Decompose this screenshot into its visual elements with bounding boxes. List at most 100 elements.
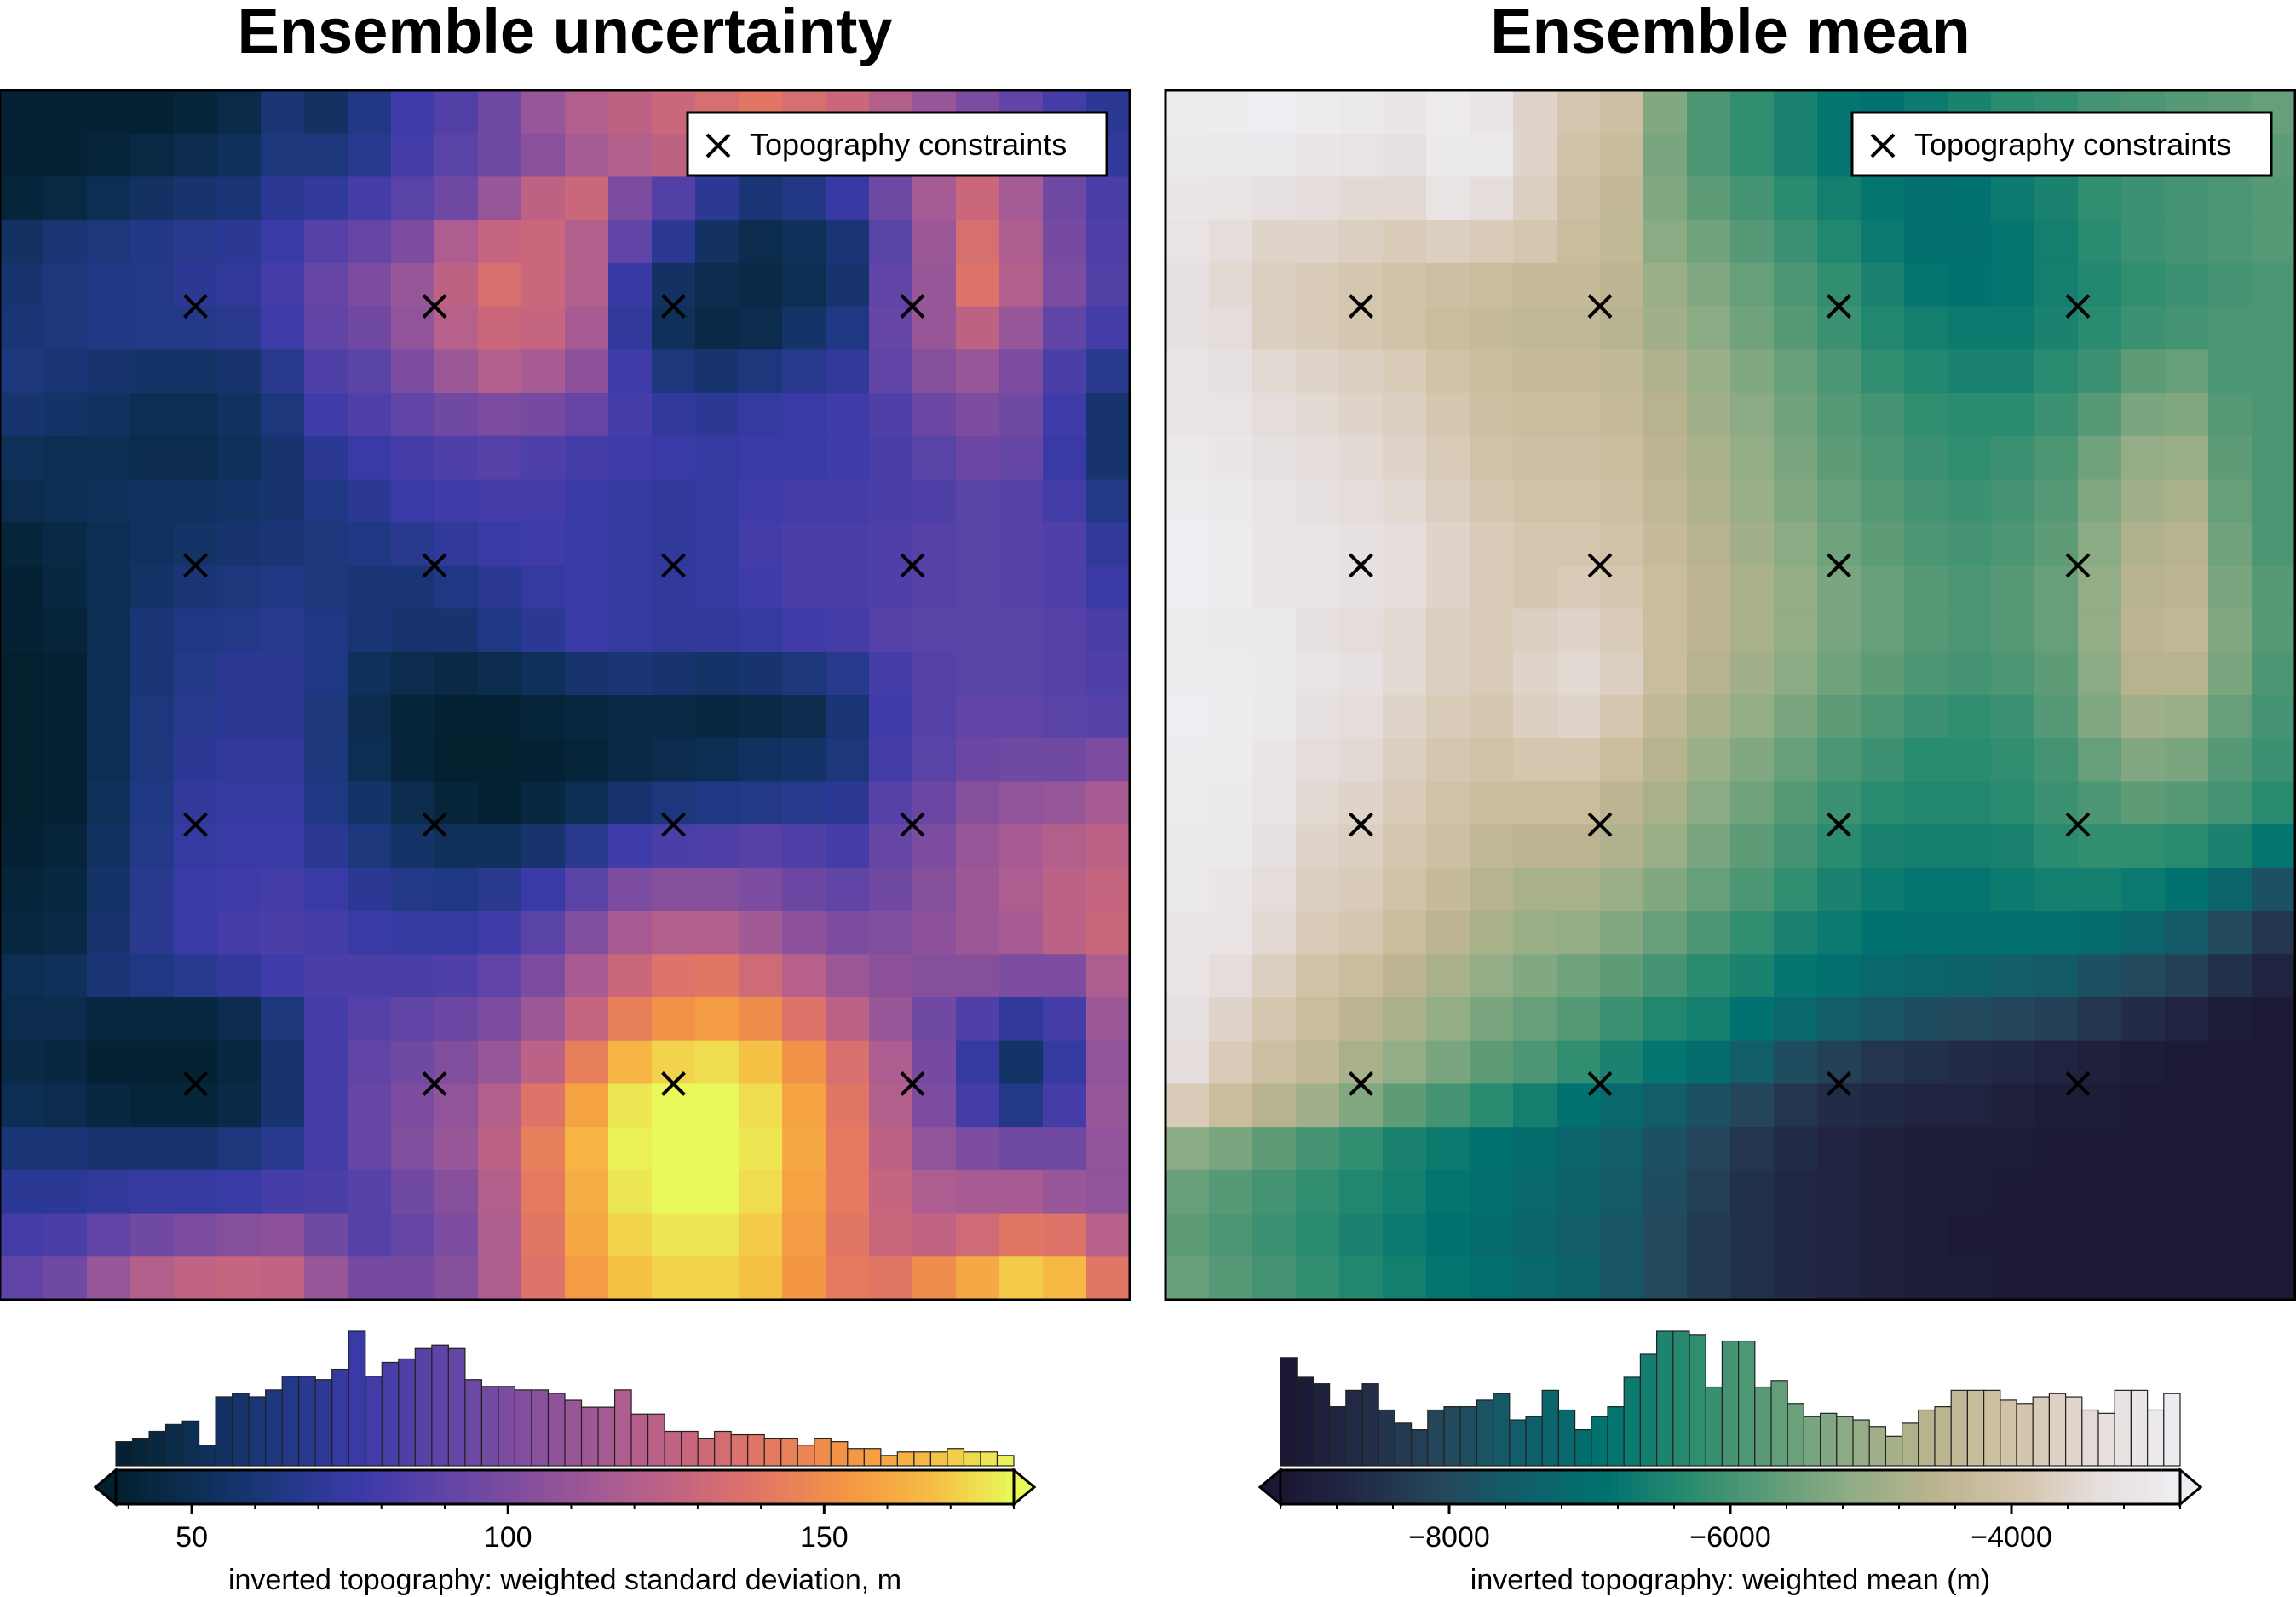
heatmap-cell [652,479,696,523]
heatmap-cell [217,306,262,350]
heatmap-cell [0,349,44,394]
heatmap-cell [1252,435,1297,480]
heatmap-cell [1774,90,1818,135]
heatmap-cell [2208,867,2253,912]
heatmap-cell [43,306,88,350]
colorbar-segment [400,1470,409,1504]
heatmap-cell [782,1040,826,1085]
histogram-bar [1280,1357,1298,1467]
heatmap-cell [1948,349,1992,394]
heatmap-cell [1383,1083,1427,1128]
constraint-x-icon [183,553,208,578]
heatmap-cell [608,393,653,437]
heatmap-cell [261,1083,305,1128]
heatmap-cell [521,479,566,523]
heatmap-cell [1426,1040,1470,1085]
heatmap-cell [2078,695,2122,739]
heatmap-cell [1209,479,1253,523]
colorbar-segment [250,1470,259,1504]
heatmap-cell [1043,738,1087,783]
heatmap-cell [174,695,218,739]
heatmap-cell [1904,824,1948,869]
heatmap-cell [826,781,870,825]
heatmap-cell [608,954,653,998]
heatmap-cell [1470,90,1514,135]
colorbar-segment [744,1470,753,1504]
heatmap-cell [304,1169,348,1215]
heatmap-cell [869,1256,913,1301]
colorbar-segment [1340,1470,1349,1504]
heatmap-cell [391,997,435,1042]
heatmap-cell [2078,652,2122,696]
heatmap-cell [0,695,44,739]
heatmap-cell [217,393,262,437]
histogram-bar [1345,1389,1363,1467]
heatmap-cell [1383,522,1427,566]
heatmap-cell [2121,220,2166,264]
heatmap-cell [348,133,392,178]
colorbar-segment [2097,1470,2106,1504]
heatmap-cell [521,1256,566,1301]
heatmap-cell [2208,479,2253,523]
colorbar-segment [969,1470,977,1504]
heatmap-cell [652,911,696,955]
map-frame [1164,89,2296,1301]
heatmap-cell [826,1083,870,1128]
heatmap-cell [652,652,696,696]
heatmap-cell [1296,262,1340,307]
heatmap-cell [1426,133,1470,178]
heatmap-cell [2121,781,2166,825]
heatmap-cell [1043,349,1087,394]
heatmap-cell [739,824,783,869]
heatmap-cell [695,220,739,264]
colorbar-segment [692,1470,700,1504]
heatmap-cell [478,349,522,394]
heatmap-cell [1086,522,1131,566]
heatmap-cell [1904,1256,1948,1301]
heatmap-cell [1948,1169,1992,1215]
heatmap-cell [1904,176,1948,221]
heatmap-cell [1165,652,1210,696]
heatmap-cell [1861,781,1905,825]
colorbar-segment [2015,1470,2023,1504]
heatmap-cell [1252,1083,1297,1128]
heatmap-cell [1209,90,1253,135]
heatmap-cell [2034,738,2079,783]
histogram-bar [281,1376,300,1467]
heatmap-cell [0,1040,44,1085]
colorbar-segment [886,1470,895,1504]
heatmap-cell [1165,90,1210,135]
heatmap-cell [2208,911,2253,955]
colorbar-segment [565,1470,573,1504]
heatmap-cell [826,522,870,566]
heatmap-cell [739,1083,783,1128]
heatmap-cell [1383,867,1427,912]
heatmap-cell [2252,954,2296,998]
heatmap-cell [391,738,435,783]
heatmap-cell [521,738,566,783]
heatmap-cell [1043,220,1087,264]
heatmap-cell [1513,781,1557,825]
heatmap-cell [652,867,696,912]
heatmap-cell [1817,1040,1862,1085]
heatmap-cell [1043,262,1087,307]
heatmap-cell [739,435,783,480]
histogram-bar [514,1389,532,1467]
heatmap-cell [1904,1213,1948,1257]
histogram-bar [1541,1389,1559,1467]
heatmap-cell [1557,997,1601,1042]
heatmap-cell [565,652,609,696]
heatmap-cell [1209,954,1253,998]
heatmap-cell [695,608,739,652]
heatmap-cell [1600,695,1644,739]
heatmap-cell [0,738,44,783]
heatmap-cell [1861,565,1905,610]
heatmap-cell [1209,1213,1253,1257]
heatmap-cell [1557,695,1601,739]
histogram-bar [115,1441,134,1467]
heatmap-cell [130,1127,175,1171]
histogram-bar [880,1455,898,1467]
heatmap-cell [0,1083,44,1128]
colorbar-segment [1378,1470,1386,1504]
heatmap-cell [130,781,175,825]
